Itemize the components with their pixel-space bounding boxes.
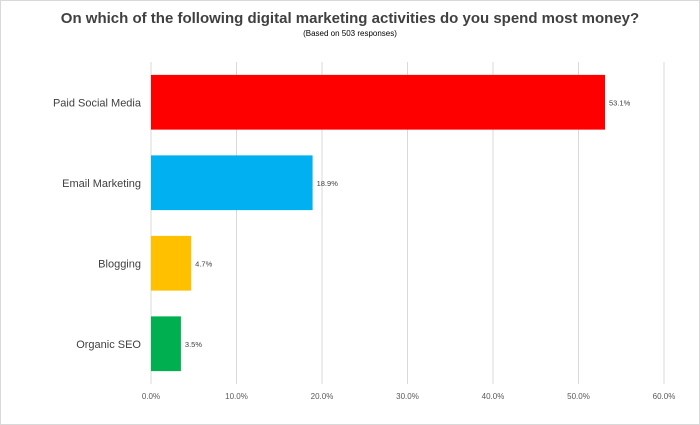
data-label: 3.5%: [185, 340, 202, 349]
category-label: Email Marketing: [62, 178, 141, 190]
category-label: Paid Social Media: [53, 97, 142, 109]
category-label: Blogging: [98, 258, 141, 270]
x-tick-label: 40.0%: [482, 392, 505, 401]
bar-organic-seo: [151, 316, 181, 372]
x-tick-label: 20.0%: [311, 392, 334, 401]
chart-subtitle: (Based on 503 responses): [303, 29, 397, 38]
x-tick-label: 10.0%: [225, 392, 248, 401]
chart-title: On which of the following digital market…: [60, 10, 640, 27]
data-label: 53.1%: [609, 98, 631, 107]
bar-paid-social-media: [151, 74, 606, 130]
x-tick-label: 0.0%: [142, 392, 160, 401]
category-label: Organic SEO: [76, 339, 141, 351]
bar-email-marketing: [151, 155, 313, 211]
x-tick-label: 30.0%: [396, 392, 419, 401]
data-label: 18.9%: [317, 179, 339, 188]
data-label: 4.7%: [195, 259, 212, 268]
x-tick-label: 60.0%: [653, 392, 676, 401]
bar-blogging: [151, 235, 192, 291]
x-tick-label: 50.0%: [567, 392, 590, 401]
